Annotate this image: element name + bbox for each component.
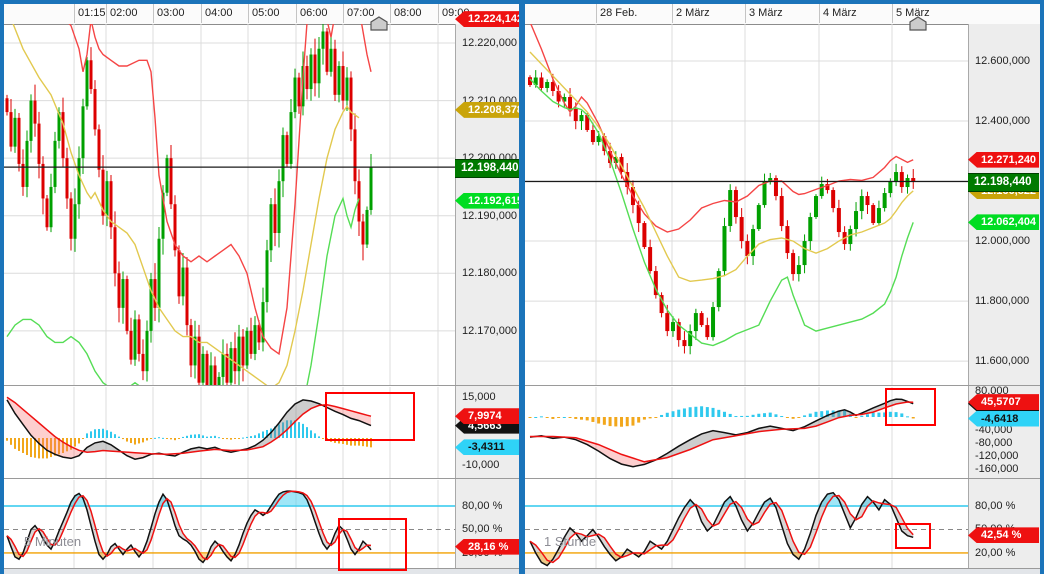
stoch-plot-left[interactable] bbox=[4, 480, 455, 568]
time-tick-label: 01:15 bbox=[78, 7, 106, 19]
price-tag-band-lower: 12.062,404 bbox=[968, 214, 1039, 231]
panel-separator bbox=[4, 478, 520, 479]
macd-axis-label: -10,000 bbox=[462, 459, 500, 472]
time-tick bbox=[106, 4, 107, 23]
macd-axis-label: -120,000 bbox=[975, 449, 1019, 462]
price-tag-current-price: 12.198,440 bbox=[455, 158, 519, 178]
macd-axis-label: 80,000 bbox=[975, 384, 1009, 397]
time-tick bbox=[390, 4, 391, 23]
time-tick-label: 03:00 bbox=[157, 7, 185, 19]
timeframe-label-right: 1 Stunde bbox=[544, 534, 597, 549]
time-tick bbox=[343, 4, 344, 23]
stoch-axis-label: 20,00 % bbox=[975, 546, 1016, 559]
time-tick bbox=[596, 4, 597, 23]
price-tag-band-upper: 12.224,142 bbox=[455, 11, 519, 28]
time-tick bbox=[296, 4, 297, 23]
price-axis-right[interactable] bbox=[968, 24, 1041, 568]
macd-axis-label: 15,000 bbox=[462, 391, 496, 404]
panel-separator bbox=[4, 568, 520, 569]
price-axis-label: 12.600,000 bbox=[975, 55, 1031, 67]
price-tag-band-upper: 12.271,240 bbox=[968, 151, 1039, 168]
time-tick-label: 4 März bbox=[823, 7, 857, 19]
price-tag-band-lower: 12.192,615 bbox=[455, 192, 519, 209]
time-tick-label: 02:00 bbox=[110, 7, 138, 19]
main-plot-left[interactable] bbox=[4, 24, 455, 385]
time-tick bbox=[248, 4, 249, 23]
annotation-box[interactable] bbox=[325, 392, 415, 441]
time-tick-label: 05:00 bbox=[252, 7, 280, 19]
macd-axis-label: -40,000 bbox=[975, 423, 1013, 436]
time-axis-left[interactable]: 01:15 02:00 03:00 04:00 05:00 06:00 07:00 08:00… bbox=[4, 4, 520, 25]
stoch-tag: 28,16 % bbox=[455, 538, 519, 555]
panel-separator bbox=[525, 385, 1040, 386]
time-tick bbox=[745, 4, 746, 23]
time-tick bbox=[892, 4, 893, 23]
macd-tag: -4,6418 bbox=[968, 410, 1039, 427]
price-axis-label: 12.000,000 bbox=[975, 235, 1031, 248]
price-axis-label: 11.800,000 bbox=[975, 295, 1030, 308]
time-axis-right[interactable]: 28 Feb. 2 März 3 März 4 März 5 März bbox=[525, 4, 1040, 25]
panel-separator bbox=[525, 478, 1040, 479]
price-tag-current-price: 12.198,440 bbox=[968, 173, 1039, 192]
time-tick bbox=[819, 4, 820, 23]
price-axis-label: 12.180,000 bbox=[462, 267, 518, 280]
stoch-axis-label: 80,00 % bbox=[462, 499, 503, 512]
annotation-box[interactable] bbox=[338, 518, 407, 571]
panel-separator bbox=[4, 385, 520, 386]
annotation-box[interactable] bbox=[895, 523, 931, 549]
stoch-axis-label: 80,00 % bbox=[975, 499, 1016, 512]
time-tick bbox=[201, 4, 202, 23]
chart-panel-divider[interactable] bbox=[519, 0, 525, 574]
annotation-box[interactable] bbox=[885, 388, 936, 426]
time-tick bbox=[153, 4, 154, 23]
price-axis-label: 11.600,000 bbox=[975, 355, 1030, 368]
time-tick-label: 3 März bbox=[749, 7, 783, 19]
stoch-axis-label: 50,00 % bbox=[462, 523, 503, 536]
panel-separator bbox=[525, 568, 1040, 569]
time-tick-label: 2 März bbox=[676, 7, 710, 19]
macd-tag: -3,4311 bbox=[455, 439, 519, 456]
timeframe-label-left: 5 Minuten bbox=[24, 534, 82, 549]
time-tick-label: 04:00 bbox=[205, 7, 233, 19]
macd-axis-label: -160,000 bbox=[975, 462, 1019, 475]
time-marker-left[interactable] bbox=[370, 16, 388, 31]
stoch-plot-right[interactable] bbox=[525, 480, 968, 568]
time-tick bbox=[438, 4, 439, 23]
price-axis-label: 12.170,000 bbox=[462, 324, 518, 337]
time-tick-label: 28 Feb. bbox=[600, 7, 638, 19]
macd-tag: 45,5707 bbox=[968, 394, 1039, 411]
window-frame-left bbox=[0, 0, 4, 574]
time-tick bbox=[74, 4, 75, 23]
price-tag-band-middle: 12.208,378 bbox=[455, 101, 519, 118]
time-tick bbox=[672, 4, 673, 23]
price-axis-label: 12.220,000 bbox=[462, 37, 518, 49]
main-plot-right[interactable] bbox=[525, 24, 968, 385]
price-axis-label: 12.190,000 bbox=[462, 209, 518, 222]
window-frame-right bbox=[1040, 0, 1044, 574]
macd-tag: 7,9974 bbox=[455, 408, 519, 425]
macd-plot-left[interactable] bbox=[4, 387, 455, 478]
time-tick-label: 07:00 bbox=[347, 7, 375, 19]
time-tick-label: 06:00 bbox=[300, 7, 328, 19]
time-tick-label: 5 März bbox=[896, 7, 930, 19]
time-tick-label: 08:00 bbox=[394, 7, 422, 19]
macd-plot-right[interactable] bbox=[525, 387, 968, 478]
stoch-tag: 42,54 % bbox=[968, 527, 1039, 544]
price-axis-label: 12.400,000 bbox=[975, 115, 1031, 128]
time-marker-right[interactable] bbox=[909, 16, 927, 31]
macd-axis-label: -80,000 bbox=[975, 436, 1013, 449]
